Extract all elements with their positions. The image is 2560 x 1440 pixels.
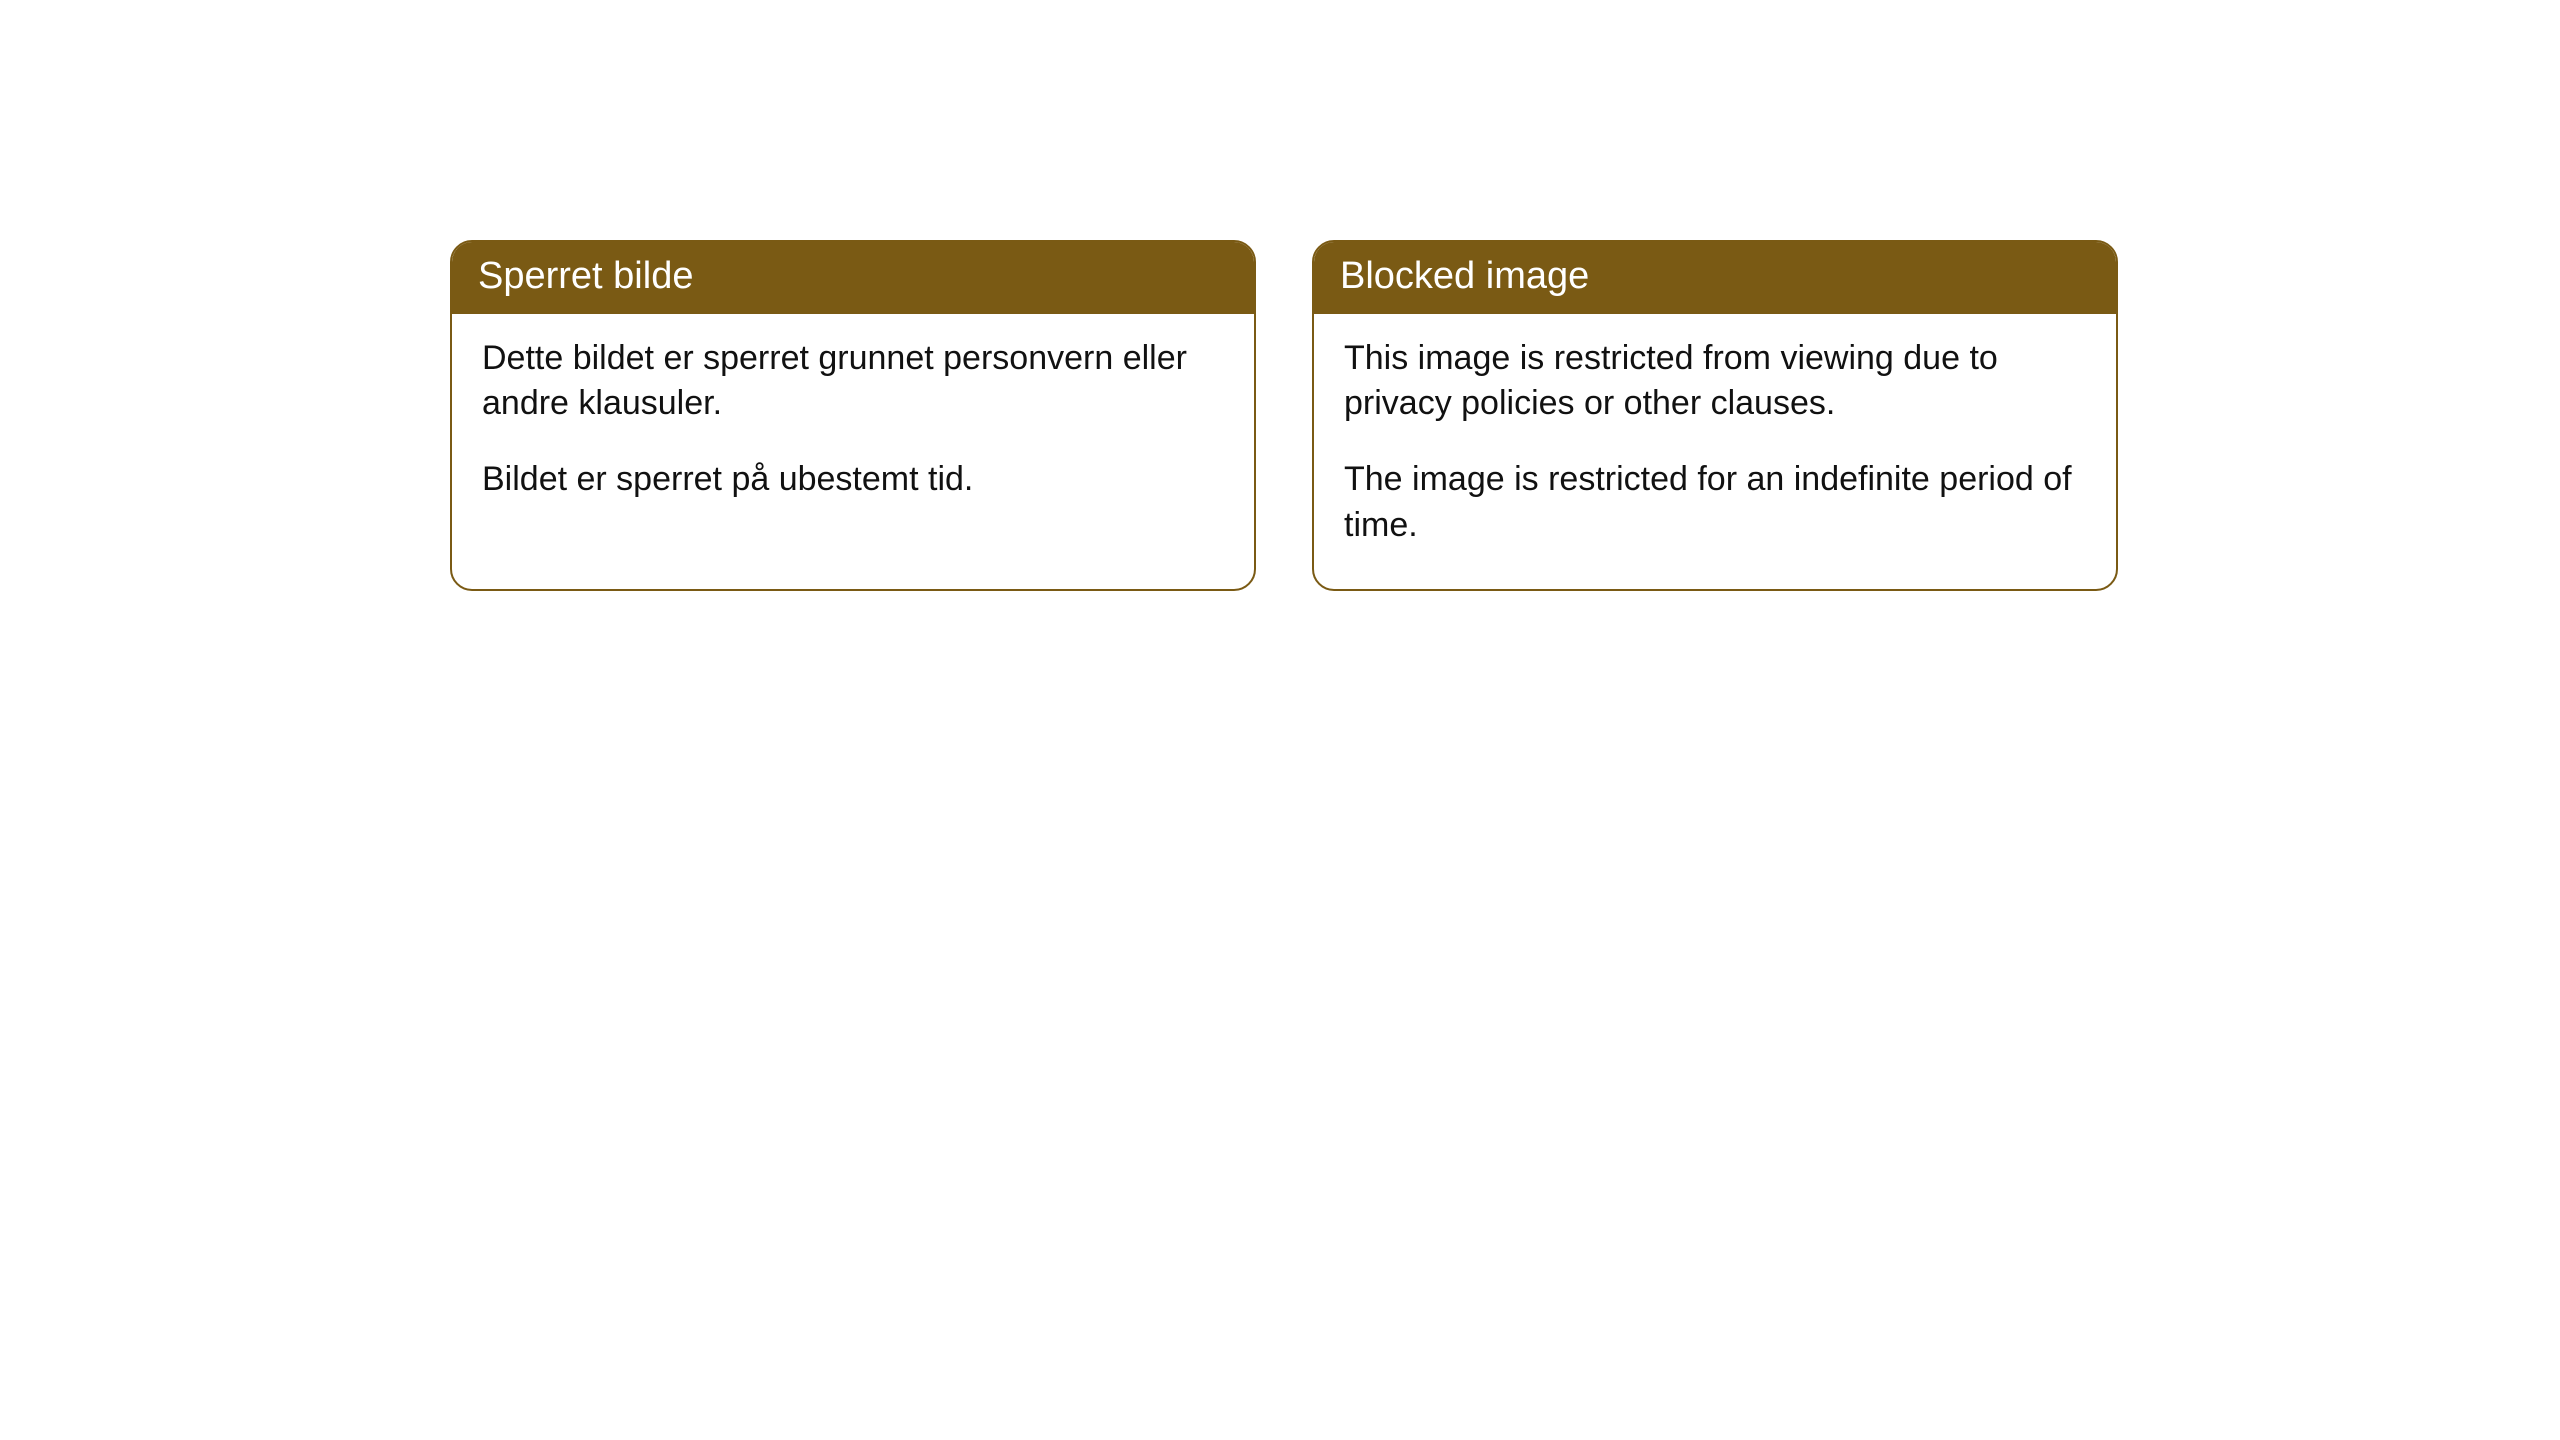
card-paragraph-2-en: The image is restricted for an indefinit… bbox=[1344, 457, 2086, 549]
notice-cards-container: Sperret bilde Dette bildet er sperret gr… bbox=[450, 240, 2118, 591]
card-header-en: Blocked image bbox=[1314, 242, 2116, 314]
card-header-no: Sperret bilde bbox=[452, 242, 1254, 314]
blocked-image-card-no: Sperret bilde Dette bildet er sperret gr… bbox=[450, 240, 1256, 591]
card-paragraph-2-no: Bildet er sperret på ubestemt tid. bbox=[482, 457, 1224, 503]
blocked-image-card-en: Blocked image This image is restricted f… bbox=[1312, 240, 2118, 591]
card-paragraph-1-no: Dette bildet er sperret grunnet personve… bbox=[482, 336, 1224, 428]
card-body-en: This image is restricted from viewing du… bbox=[1314, 314, 2116, 590]
card-body-no: Dette bildet er sperret grunnet personve… bbox=[452, 314, 1254, 544]
card-paragraph-1-en: This image is restricted from viewing du… bbox=[1344, 336, 2086, 428]
